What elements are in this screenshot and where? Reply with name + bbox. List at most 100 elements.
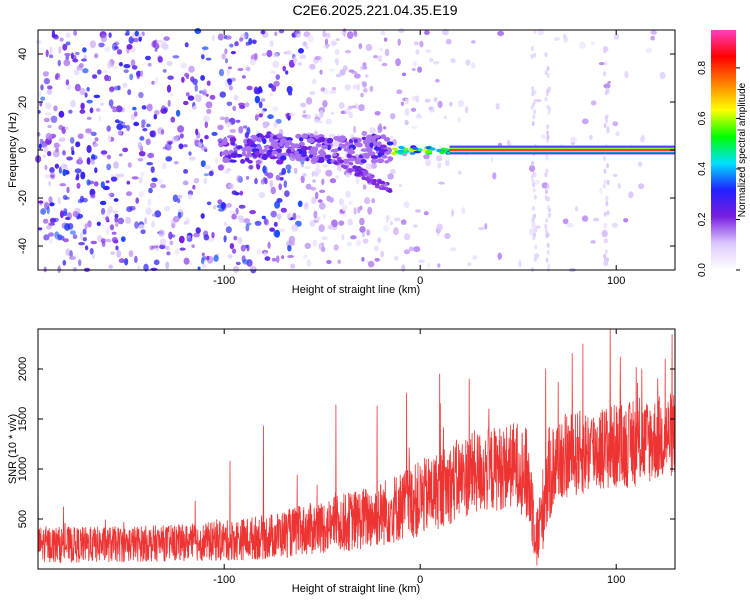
spectrogram-x-axis-label: Height of straight line (km) xyxy=(292,284,420,296)
heatmap-noise-cell xyxy=(226,168,232,172)
heatmap-noise-cell xyxy=(415,49,420,55)
heatmap-noise-cell xyxy=(83,54,87,60)
heatmap-streak-cell xyxy=(546,266,550,272)
heatmap-noise-cell xyxy=(285,164,292,170)
heatmap-cluster-cell xyxy=(308,149,316,155)
heatmap-noise-cell xyxy=(328,68,336,72)
heatmap-noise-cell xyxy=(570,136,577,142)
heatmap-transition-cell xyxy=(398,149,404,153)
heatmap-noise-cell xyxy=(269,40,274,48)
heatmap-noise-cell xyxy=(162,162,167,170)
heatmap-noise-cell xyxy=(309,63,316,70)
heatmap-cluster-cell xyxy=(373,146,382,151)
heatmap-noise-cell xyxy=(258,88,263,94)
heatmap-noise-cell xyxy=(190,76,195,83)
heatmap-noise-cell xyxy=(42,218,49,224)
heatmap-noise-cell xyxy=(419,40,424,48)
heatmap-cluster-cell xyxy=(263,148,268,153)
heatmap-noise-cell xyxy=(264,219,269,226)
heatmap-noise-cell xyxy=(151,213,156,217)
heatmap-noise-cell xyxy=(235,261,241,266)
heatmap-noise-cell xyxy=(125,216,131,225)
heatmap-noise-cell xyxy=(287,169,291,174)
heatmap-noise-cell xyxy=(413,246,421,253)
heatmap-noise-cell xyxy=(238,126,244,134)
heatmap-noise-cell xyxy=(362,66,368,70)
heatmap-noise-cell xyxy=(102,185,110,191)
heatmap-noise-cell xyxy=(297,62,303,66)
heatmap-noise-cell xyxy=(389,135,394,141)
heatmap-noise-cell xyxy=(260,178,265,185)
heatmap-noise-cell xyxy=(347,105,353,110)
heatmap-noise-cell xyxy=(242,259,250,265)
heatmap-noise-cell xyxy=(301,114,307,118)
heatmap-noise-cell xyxy=(134,255,138,263)
heatmap-noise-cell xyxy=(316,163,320,169)
heatmap-noise-cell xyxy=(366,229,371,236)
heatmap-noise-cell xyxy=(335,38,340,42)
heatmap-noise-cell xyxy=(112,236,118,244)
heatmap-noise-cell xyxy=(183,169,189,174)
heatmap-cluster-cell xyxy=(346,153,352,159)
heatmap-noise-cell xyxy=(138,151,146,157)
heatmap-noise-cell xyxy=(224,58,229,64)
heatmap-noise-cell xyxy=(271,257,277,262)
heatmap-noise-cell xyxy=(326,259,332,265)
heatmap-cluster-cell xyxy=(324,154,332,159)
heatmap-noise-cell xyxy=(590,100,597,106)
heatmap-noise-cell xyxy=(593,217,600,222)
heatmap-noise-cell xyxy=(264,32,269,38)
heatmap-noise-cell xyxy=(371,198,376,204)
heatmap-noise-cell xyxy=(309,220,316,227)
heatmap-noise-cell xyxy=(178,143,184,150)
heatmap-noise-cell xyxy=(282,65,287,72)
heatmap-noise-cell xyxy=(162,69,167,73)
heatmap-noise-cell xyxy=(70,99,76,108)
heatmap-noise-cell xyxy=(123,64,131,69)
heatmap-noise-cell xyxy=(373,245,379,252)
heatmap-cluster-cell xyxy=(298,137,304,142)
heatmap-noise-cell xyxy=(330,89,337,95)
heatmap-noise-cell xyxy=(318,202,326,210)
heatmap-streak-cell xyxy=(530,54,534,59)
heatmap-noise-cell xyxy=(91,154,98,160)
heatmap-noise-cell xyxy=(367,206,373,215)
heatmap-noise-cell xyxy=(248,37,253,46)
heatmap-chirp-cell xyxy=(348,161,354,166)
heatmap-cluster-cell xyxy=(247,159,253,164)
heatmap-noise-cell xyxy=(303,254,308,259)
heatmap-noise-cell xyxy=(62,194,68,200)
heatmap-noise-cell xyxy=(357,206,361,214)
heatmap-noise-cell xyxy=(159,244,166,250)
heatmap-noise-cell xyxy=(598,62,605,66)
heatmap-noise-cell xyxy=(126,206,133,213)
heatmap-noise-cell xyxy=(362,184,367,190)
heatmap-chirp-cell xyxy=(332,153,338,157)
heatmap-noise-cell xyxy=(611,222,619,228)
heatmap-noise-cell xyxy=(254,177,258,185)
heatmap-noise-cell xyxy=(320,87,326,92)
heatmap-noise-cell xyxy=(351,105,357,109)
spectrogram-y-tick-label: 20 xyxy=(17,96,29,108)
heatmap-noise-cell xyxy=(311,78,317,85)
heatmap-noise-cell xyxy=(224,48,228,55)
heatmap-cluster-cell xyxy=(317,150,325,155)
heatmap-noise-cell xyxy=(426,262,431,268)
heatmap-cluster-cell xyxy=(376,158,385,164)
heatmap-noise-cell xyxy=(612,121,619,127)
heatmap-streak-cell xyxy=(531,121,535,127)
heatmap-cluster-cell xyxy=(370,158,378,164)
heatmap-noise-cell xyxy=(354,73,361,79)
heatmap-noise-cell xyxy=(206,255,210,261)
heatmap-noise-cell xyxy=(238,204,246,209)
heatmap-noise-cell xyxy=(317,199,323,203)
spectrogram-x-tick-label: -100 xyxy=(213,275,235,287)
heatmap-noise-cell xyxy=(69,230,76,235)
heatmap-noise-cell xyxy=(305,45,309,49)
heatmap-noise-cell xyxy=(172,194,179,203)
heatmap-noise-cell xyxy=(429,57,434,63)
heatmap-noise-cell xyxy=(562,33,567,39)
heatmap-streak-cell xyxy=(606,163,610,169)
heatmap-noise-cell xyxy=(43,77,51,85)
snr-y-tick-label: 1000 xyxy=(17,457,29,481)
